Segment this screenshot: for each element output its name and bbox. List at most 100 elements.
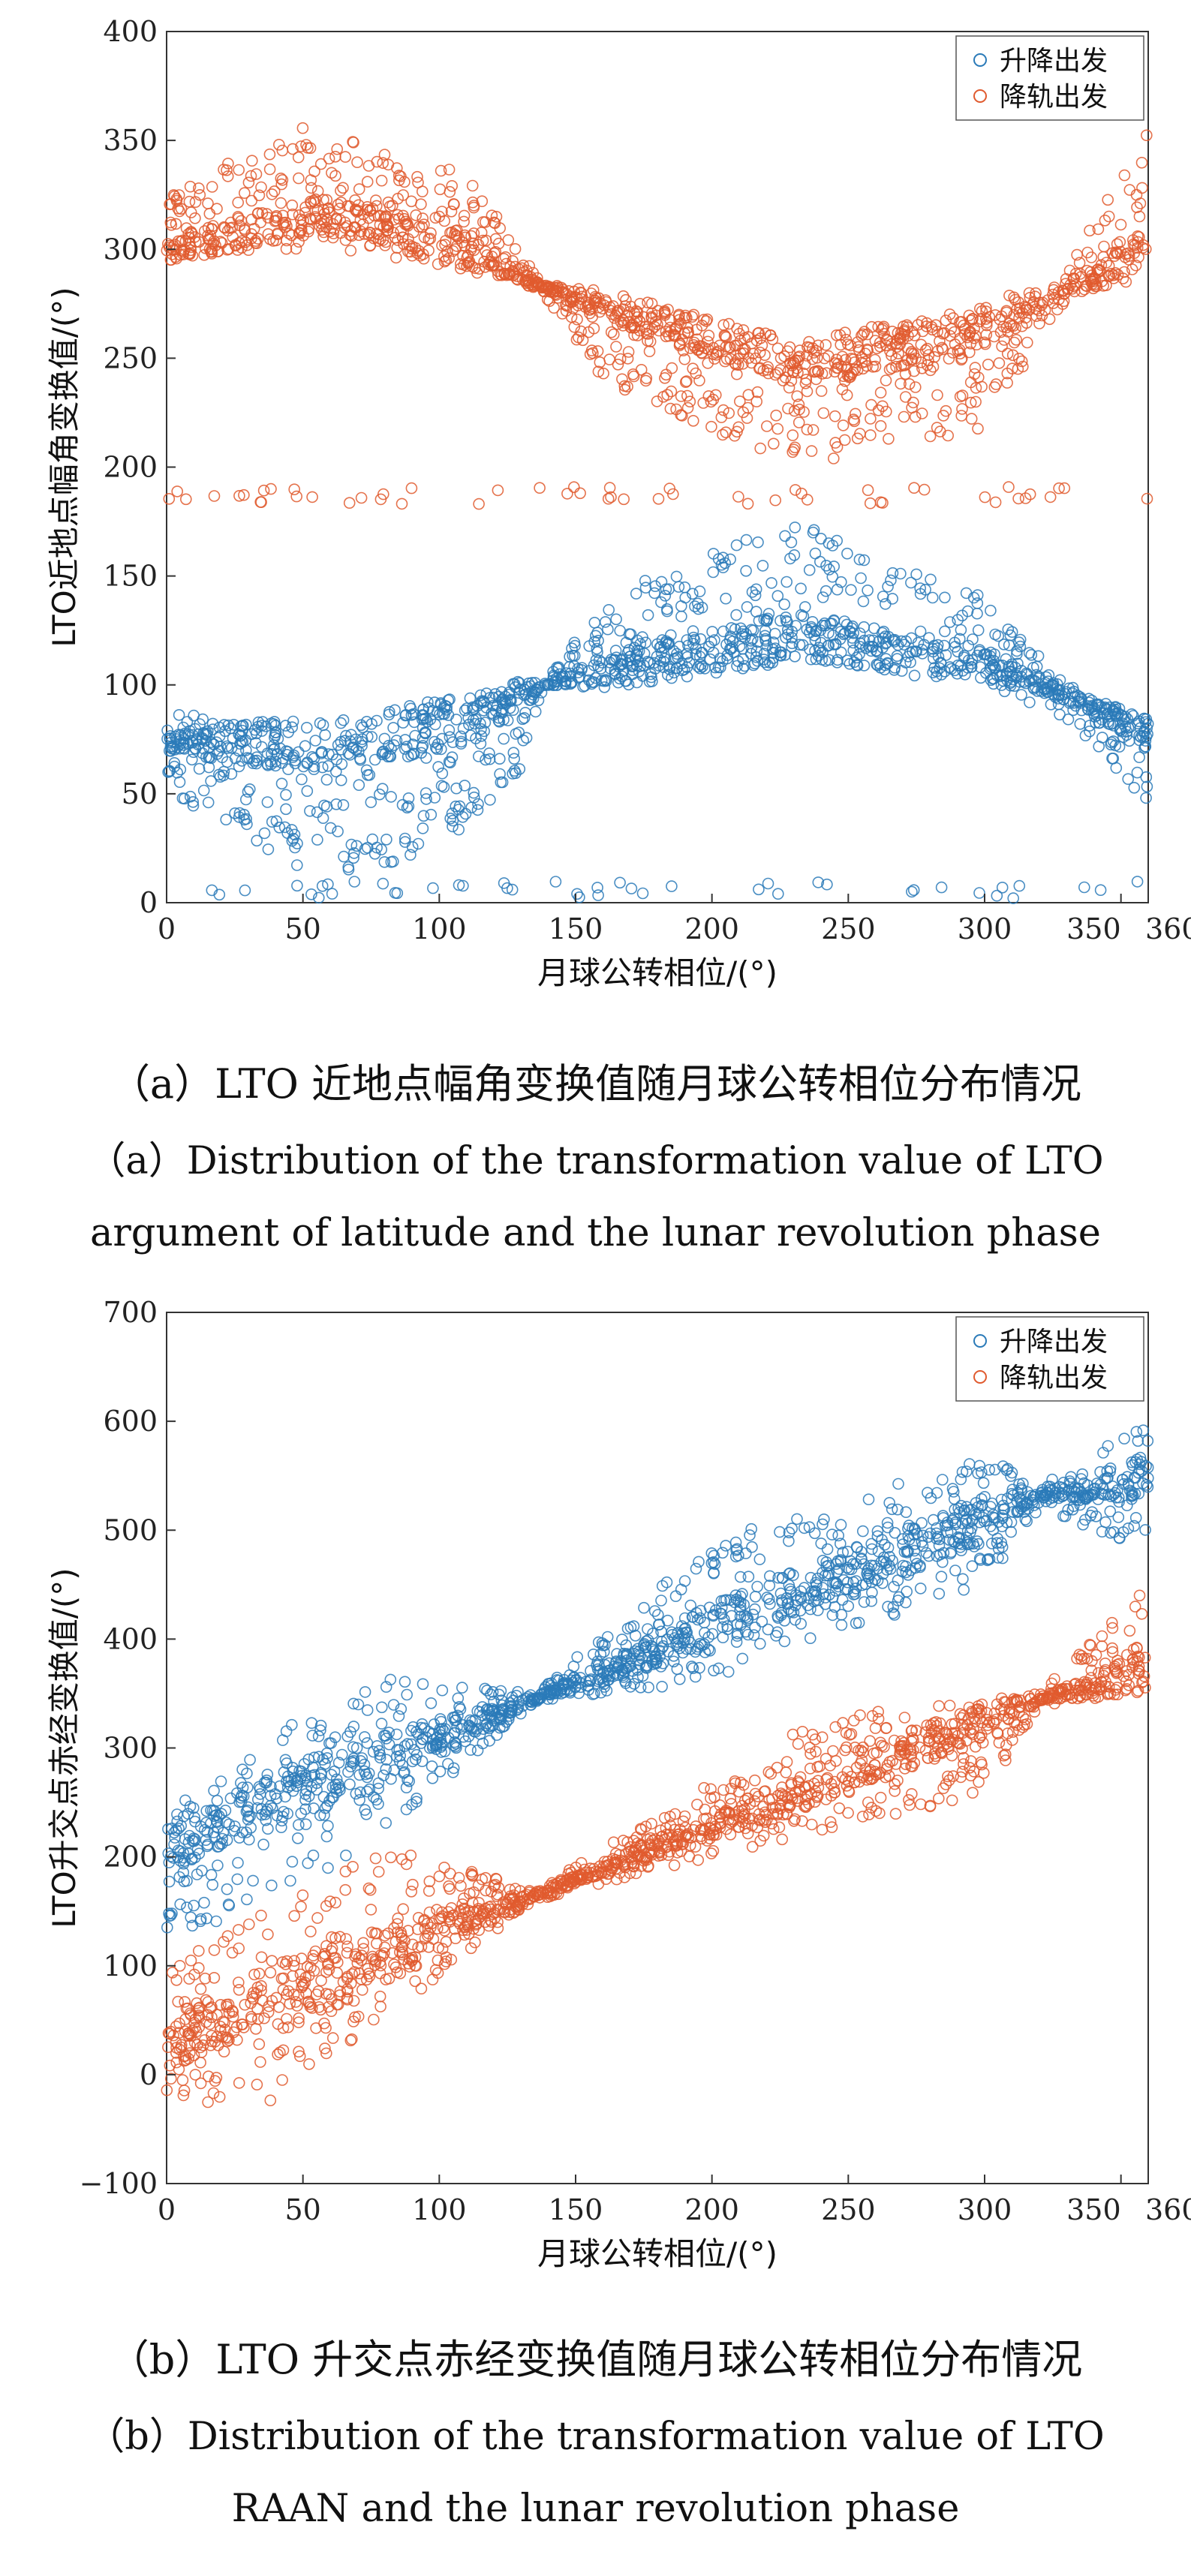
data-point xyxy=(372,1777,385,1790)
data-point xyxy=(491,1729,503,1742)
data-point xyxy=(753,1553,766,1565)
data-point xyxy=(350,840,363,852)
data-point xyxy=(465,1744,477,1756)
data-point xyxy=(426,1772,439,1784)
data-point xyxy=(322,878,334,891)
data-point xyxy=(784,357,796,370)
data-point xyxy=(837,1547,849,1559)
data-point xyxy=(486,209,498,222)
data-point xyxy=(802,494,814,506)
data-point xyxy=(707,1609,720,1621)
data-point xyxy=(387,1699,400,1711)
data-point xyxy=(805,445,818,457)
data-point xyxy=(1102,1471,1114,1484)
data-point xyxy=(196,747,209,759)
data-point xyxy=(308,1751,320,1764)
data-point xyxy=(1114,218,1127,231)
data-point xyxy=(1062,713,1075,726)
data-point xyxy=(244,1754,256,1766)
data-point xyxy=(1122,1522,1135,1534)
data-point xyxy=(375,1701,388,1714)
data-point xyxy=(686,588,699,600)
data-point xyxy=(760,420,773,432)
data-point xyxy=(395,225,407,237)
data-point xyxy=(475,723,487,735)
data-point xyxy=(801,385,814,398)
data-point xyxy=(785,1605,798,1618)
data-point xyxy=(1014,302,1026,314)
data-point xyxy=(865,1576,878,1589)
data-point xyxy=(886,593,898,605)
data-point xyxy=(412,1728,425,1741)
data-point xyxy=(980,329,993,341)
data-point xyxy=(618,493,630,506)
data-point xyxy=(405,849,417,861)
data-point xyxy=(420,726,432,739)
data-point xyxy=(1015,689,1027,701)
data-point xyxy=(705,636,717,648)
data-point xyxy=(859,356,871,368)
data-point xyxy=(290,490,303,503)
data-point xyxy=(889,1778,901,1790)
data-point xyxy=(989,496,1002,509)
data-point xyxy=(816,1731,829,1744)
data-point xyxy=(1030,303,1042,315)
data-point xyxy=(906,1724,919,1736)
data-point xyxy=(207,2087,220,2100)
data-point xyxy=(516,713,529,726)
data-point xyxy=(666,362,678,374)
data-point xyxy=(951,667,964,680)
data-point xyxy=(322,1820,334,1832)
data-point xyxy=(473,1924,486,1937)
data-point xyxy=(681,634,693,646)
data-point xyxy=(499,251,512,263)
data-point xyxy=(587,1648,600,1661)
data-point xyxy=(1140,731,1153,743)
data-point xyxy=(1121,1499,1133,1512)
data-point xyxy=(255,741,268,753)
data-point xyxy=(660,1576,673,1589)
data-point xyxy=(1082,1491,1094,1503)
data-point xyxy=(989,628,1001,641)
data-point xyxy=(268,185,281,197)
data-point xyxy=(814,645,826,657)
data-point xyxy=(673,339,686,352)
data-point xyxy=(289,754,302,767)
data-point xyxy=(402,1774,414,1786)
data-point xyxy=(817,1518,829,1531)
data-point xyxy=(973,1507,985,1519)
data-point xyxy=(681,651,693,663)
data-point xyxy=(365,1926,378,1939)
data-point xyxy=(672,1627,684,1639)
data-point xyxy=(1069,1481,1081,1494)
data-point xyxy=(717,404,729,416)
data-point xyxy=(263,163,276,176)
data-point xyxy=(516,1700,529,1712)
data-point xyxy=(355,719,368,732)
data-point xyxy=(1106,247,1119,260)
data-point xyxy=(179,1833,191,1845)
data-point xyxy=(771,1610,783,1622)
data-point xyxy=(687,625,699,637)
data-point xyxy=(724,630,737,643)
data-point xyxy=(1049,1489,1061,1502)
data-point xyxy=(420,787,432,799)
data-point xyxy=(989,309,1002,321)
data-point xyxy=(495,1709,508,1722)
data-point xyxy=(768,437,780,450)
data-point xyxy=(255,496,267,509)
data-point xyxy=(242,1833,255,1846)
data-point xyxy=(329,765,342,777)
data-point xyxy=(306,1730,319,1742)
data-point xyxy=(979,1490,991,1503)
data-point xyxy=(338,221,351,234)
data-point xyxy=(576,663,588,676)
data-point xyxy=(203,207,216,220)
data-point xyxy=(939,625,951,638)
data-point xyxy=(361,841,374,854)
data-point xyxy=(353,183,365,195)
data-point xyxy=(854,641,866,653)
data-point xyxy=(797,610,810,623)
data-point xyxy=(1141,1480,1154,1493)
data-point xyxy=(1140,771,1153,783)
